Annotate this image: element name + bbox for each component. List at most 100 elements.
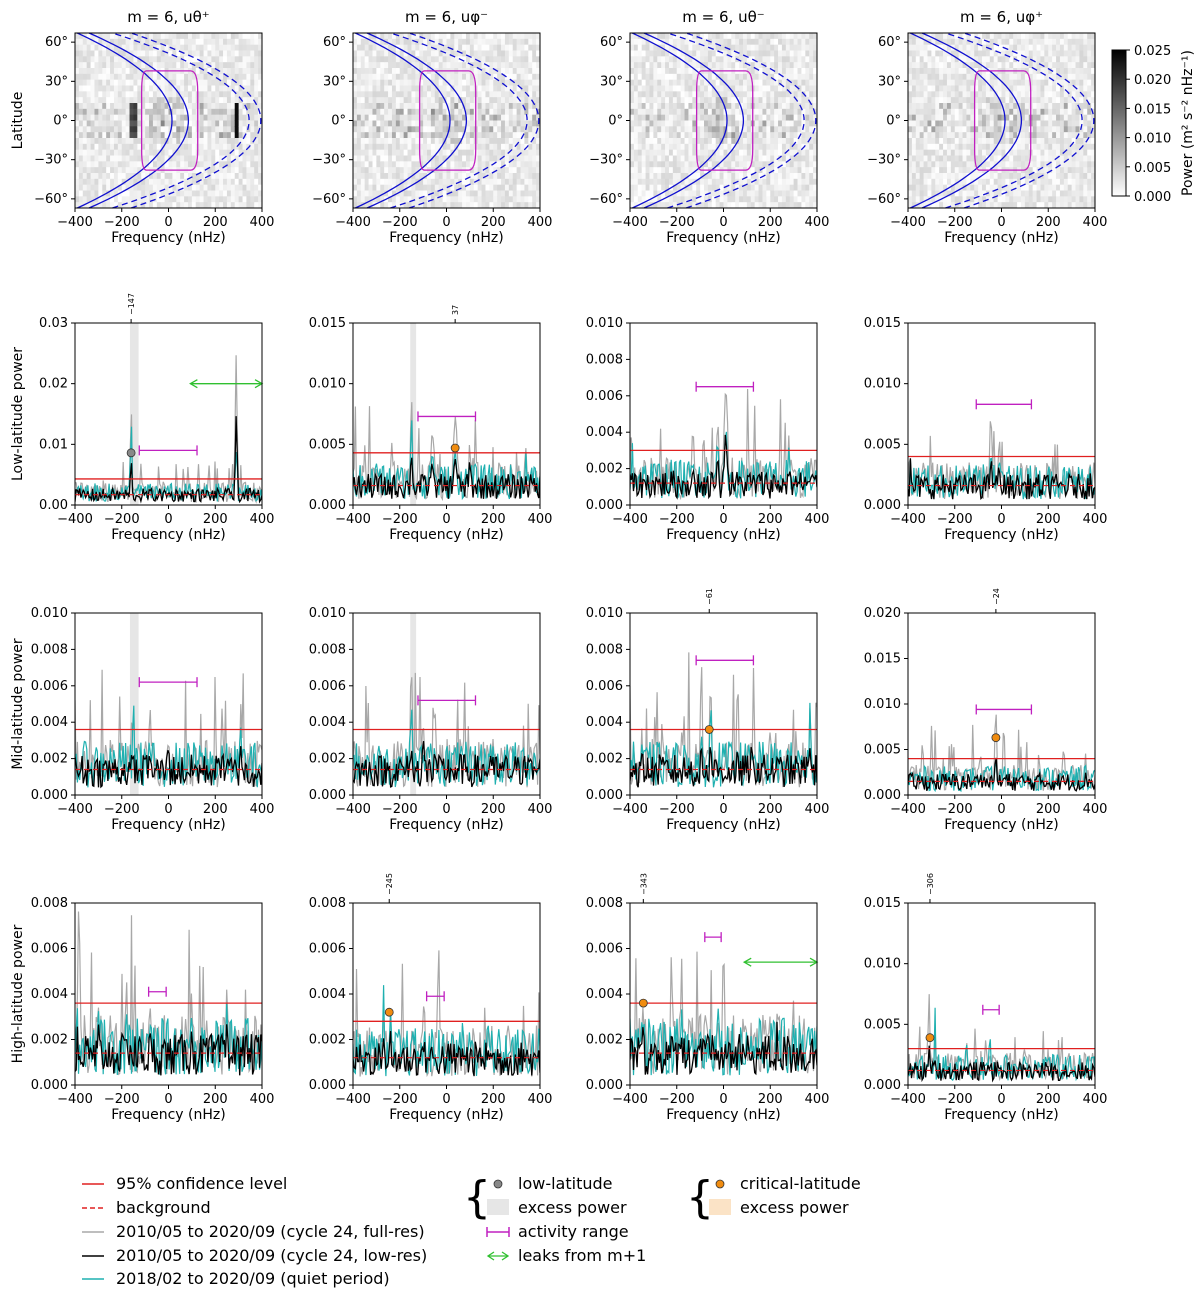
heatmap-cell [184,155,189,162]
heatmap-cell [356,161,362,168]
heatmap-cell [242,143,247,151]
heatmap-cell [966,50,971,57]
heatmap-cell [199,97,204,104]
heatmap-cell [676,91,682,98]
heatmap-cell [793,38,798,46]
heatmap-cell [711,73,717,81]
heatmap-cell [781,126,787,133]
heatmap-cell [696,68,701,75]
heatmap-cell [950,62,956,69]
heatmap-cell [391,173,397,180]
heatmap-cell [931,33,936,40]
heatmap-cell [657,73,662,81]
heatmap-cell [692,79,697,86]
heatmap-cell [915,103,921,110]
heatmap-cell [234,149,240,156]
heatmap-cell [94,120,99,127]
heatmap-cell [82,161,88,168]
heatmap-cell [125,73,130,81]
heatmap-cell [665,143,670,151]
heatmap-cell [376,97,381,104]
heatmap-cell [117,73,123,81]
heatmap-cell [419,73,424,81]
heatmap-cell [746,196,752,203]
heatmap-cell [172,38,177,46]
heatmap-cell [234,108,240,116]
heatmap-cell [391,202,397,209]
heatmap-cell [797,120,802,127]
heatmap-cell [935,126,940,133]
heatmap-cell [746,38,752,46]
heatmap-cell [215,33,220,40]
heatmap-cell [469,44,475,51]
heatmap-cell [427,149,432,156]
heatmap-cell [94,132,99,139]
heatmap-cell [723,97,728,104]
heatmap-cell [704,120,709,127]
heatmap-cell [450,33,455,40]
heatmap-cell [376,126,381,133]
heatmap-cell [485,161,490,168]
heatmap-cell [809,184,814,191]
heatmap-cell [434,138,440,145]
heatmap-cell [727,143,732,151]
heatmap-cell [633,143,639,151]
heatmap-cell [805,196,810,203]
heatmap-cell [637,85,643,92]
y-tick-label: 0° [53,114,68,129]
heatmap-cell [215,184,220,191]
heatmap-cell [520,114,525,121]
heatmap-cell [946,44,952,51]
heatmap-cell [110,167,115,174]
heatmap-cell [637,161,643,168]
heatmap-cell [254,167,259,174]
heatmap-cell [923,85,928,92]
heatmap-cell [754,73,759,81]
heatmap-cell [137,126,142,133]
heatmap-cell [137,184,142,191]
heatmap-cell [86,79,91,86]
heatmap-cell [950,138,956,145]
heatmap-cell [207,56,212,63]
heatmap-cell [797,56,802,63]
heatmap-cell [388,120,393,127]
heatmap-cell [493,33,498,40]
heatmap-cell [121,155,127,162]
heatmap-cell [668,79,674,86]
heatmap-cell [536,161,541,168]
heatmap-cell [125,149,130,156]
heatmap-cell [223,85,228,92]
heatmap-cell [184,126,189,133]
heatmap-cell [774,73,779,81]
heatmap-cell [504,62,510,69]
heatmap-cell [719,103,724,110]
heatmap-cell [684,44,689,51]
heatmap-cell [125,184,130,191]
heatmap-cell [102,62,107,69]
heatmap-cell [935,62,940,69]
heatmap-cell [497,167,502,174]
heatmap-cell [637,143,643,151]
heatmap-cell [78,202,84,209]
heatmap-cell [715,79,721,86]
heatmap-cell [939,202,944,209]
heatmap-cell [665,62,670,69]
heatmap-cell [688,173,693,180]
heatmap-cell [711,138,717,145]
heatmap-cell [238,91,243,98]
heatmap-cell [207,167,212,174]
heatmap-cell [943,50,948,57]
heatmap-cell [958,68,963,75]
heatmap-cell [931,184,936,191]
heatmap-cell [191,38,197,46]
heatmap-cell [911,143,917,151]
heatmap-cell [715,138,721,145]
heatmap-cell [407,167,412,174]
heatmap-cell [477,155,482,162]
heatmap-cell [129,79,134,86]
heatmap-cell [125,56,130,63]
heatmap-cell [395,56,401,63]
heatmap-cell [923,202,928,209]
heatmap-cell [376,114,381,121]
model-curve-solid [77,32,173,209]
